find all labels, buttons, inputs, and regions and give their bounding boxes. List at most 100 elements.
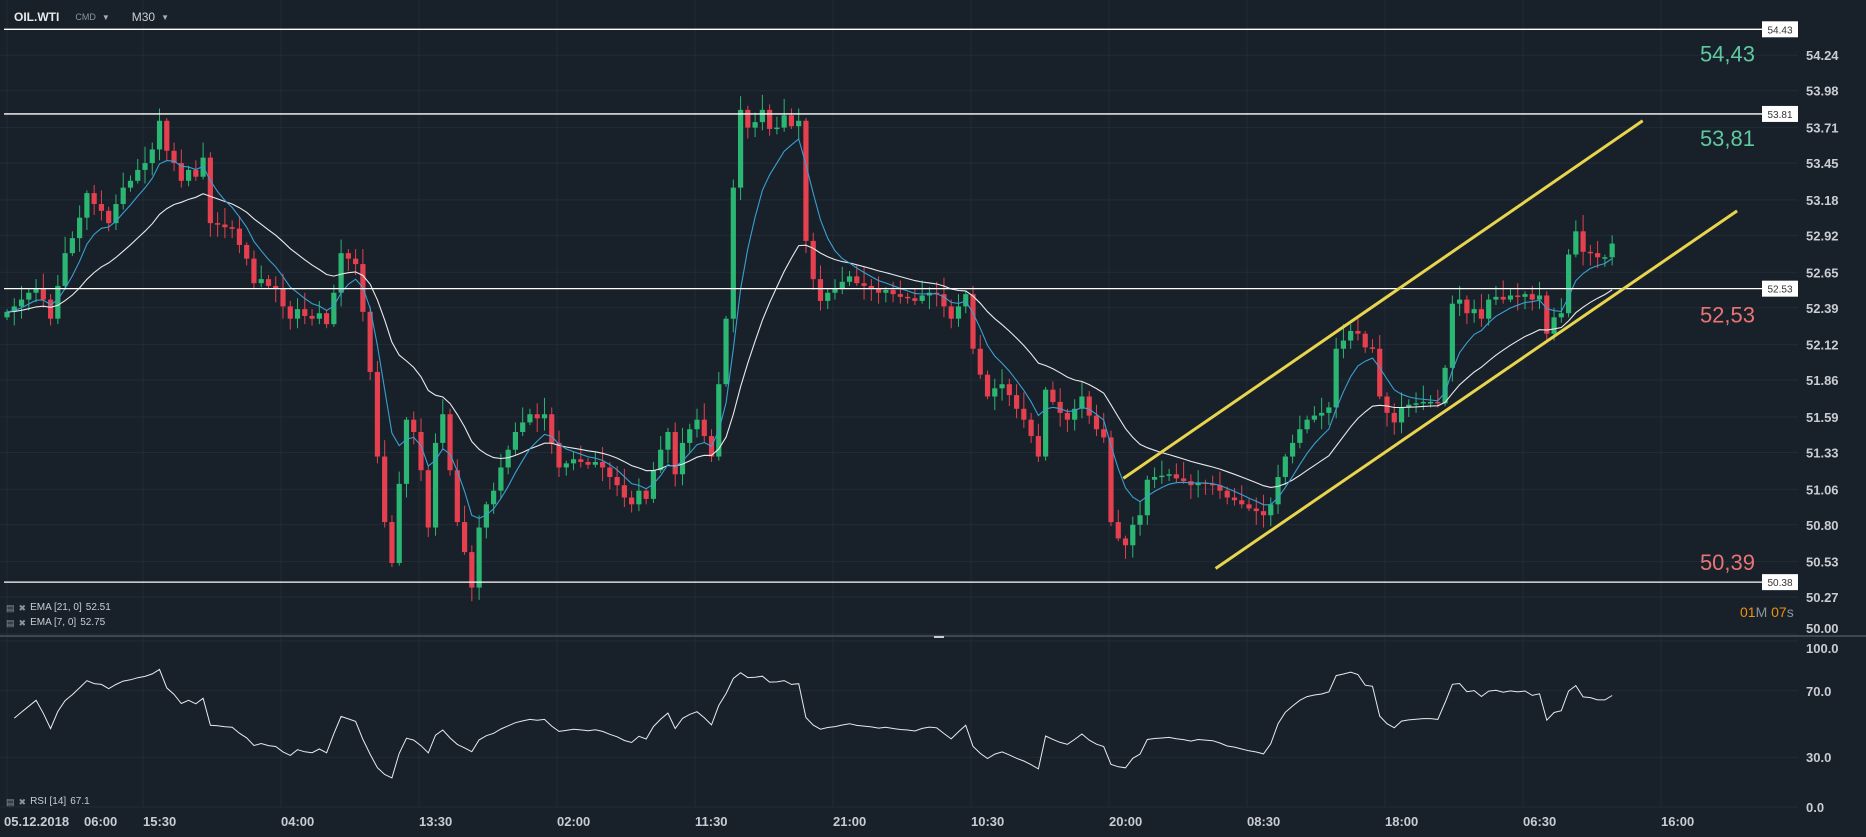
symbol-name[interactable]: OIL.WTI <box>14 10 60 24</box>
candle <box>1595 240 1601 269</box>
candle-body <box>1224 490 1230 498</box>
candle-body <box>135 169 141 181</box>
candle <box>1282 453 1288 486</box>
candle-body <box>534 414 540 419</box>
horizontal-level[interactable]: 54.43 54,43 <box>4 21 1798 66</box>
candle-body <box>345 253 351 259</box>
candle-body <box>1028 419 1034 437</box>
timeframe-select[interactable]: M30 <box>131 10 156 24</box>
candle-body <box>1246 504 1252 509</box>
candle-body <box>1413 403 1419 405</box>
candle-body <box>1311 415 1317 420</box>
candle <box>730 179 736 333</box>
candle-body <box>47 299 54 319</box>
indicator-value: 52.51 <box>85 602 111 613</box>
candles <box>4 94 1615 602</box>
candle <box>222 208 228 239</box>
level-price-tag <box>1762 105 1798 122</box>
candle <box>803 118 809 254</box>
candle <box>382 440 388 528</box>
candle <box>120 172 126 210</box>
candle <box>18 285 25 319</box>
price-tick-label: 51.33 <box>1806 445 1839 460</box>
candle-body <box>737 109 744 188</box>
candle-body <box>294 309 301 319</box>
remove-icon[interactable]: ✖ <box>18 618 27 628</box>
trendline[interactable] <box>1214 209 1738 570</box>
candle <box>767 104 773 136</box>
candle-body <box>1486 299 1492 319</box>
candle <box>374 361 381 464</box>
candle-body <box>716 384 722 457</box>
candle <box>1202 479 1209 495</box>
candle <box>215 212 221 237</box>
candle-body <box>353 258 359 265</box>
candle <box>745 105 751 139</box>
candle <box>752 112 758 138</box>
remove-icon[interactable]: ✖ <box>18 797 27 807</box>
candle <box>411 411 417 445</box>
candle-body <box>1377 348 1383 397</box>
candle-body <box>679 442 686 475</box>
candle <box>963 291 969 314</box>
candle-body <box>614 477 620 486</box>
settings-icon[interactable]: ▤ <box>6 618 15 628</box>
candle <box>658 436 664 473</box>
symbol-header: OIL.WTI CMD ▼ M30 ▼ <box>14 10 169 24</box>
countdown-seconds-unit: s <box>1786 604 1794 620</box>
candle-body <box>374 371 381 457</box>
trendline[interactable] <box>1122 119 1644 480</box>
level-price-tag-text: 53.81 <box>1767 110 1792 121</box>
timeframe-dropdown-icon[interactable]: ▼ <box>161 12 170 22</box>
candle <box>498 453 504 499</box>
candle-body <box>672 431 678 475</box>
candle-body <box>1137 515 1143 525</box>
candle-body <box>912 298 918 301</box>
candle-body <box>694 419 700 430</box>
candle <box>77 205 83 252</box>
category-dropdown-icon[interactable]: ▼ <box>101 12 110 22</box>
candle <box>1057 388 1063 427</box>
candle <box>636 478 642 512</box>
candle <box>1173 463 1179 483</box>
horizontal-level[interactable]: 50.38 50,39 <box>4 550 1798 591</box>
candle <box>469 545 475 602</box>
candle-body <box>1253 508 1259 512</box>
candle <box>280 273 286 319</box>
candle <box>447 408 453 476</box>
candle <box>84 190 90 230</box>
candle <box>338 239 344 307</box>
candle <box>1544 291 1550 342</box>
candle-body <box>948 306 954 319</box>
candle <box>229 220 235 239</box>
candle <box>316 300 322 325</box>
settings-icon[interactable]: ▤ <box>6 797 15 807</box>
price-tick-label: 52.39 <box>1806 301 1839 316</box>
candle-body <box>185 169 192 181</box>
candle-body <box>469 552 475 588</box>
candle <box>1093 404 1100 437</box>
candle <box>33 279 39 303</box>
candle <box>26 288 32 311</box>
candle <box>1151 467 1158 488</box>
candle <box>353 249 359 276</box>
candle-body <box>1355 330 1361 334</box>
candle-body <box>905 296 911 299</box>
candle <box>1442 365 1448 407</box>
candle <box>1529 285 1535 311</box>
candle <box>142 146 148 184</box>
candle-body <box>1021 408 1027 420</box>
remove-icon[interactable]: ✖ <box>18 603 27 613</box>
settings-icon[interactable]: ▤ <box>6 603 15 613</box>
candle-body <box>309 315 315 319</box>
price-tick-label: 50.00 <box>1806 621 1839 636</box>
candle-body <box>1057 401 1063 413</box>
candle <box>796 108 802 140</box>
candle-body <box>825 292 831 301</box>
horizontal-level[interactable]: 53.81 53,81 <box>4 105 1798 151</box>
candle-body <box>432 442 439 528</box>
candle <box>723 315 729 387</box>
candle-body <box>752 122 758 128</box>
horizontal-level[interactable]: 52.53 52,53 <box>4 280 1798 328</box>
